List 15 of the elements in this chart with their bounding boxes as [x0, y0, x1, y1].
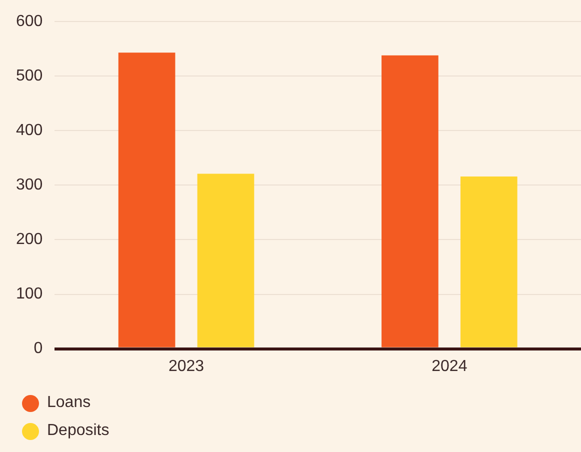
- y-tick-label: 600: [16, 13, 43, 30]
- y-tick-label: 400: [16, 122, 43, 140]
- x-tick-label: 2024: [432, 358, 468, 375]
- bar: [197, 174, 254, 348]
- bar: [460, 176, 518, 348]
- legend-label: Loans: [47, 394, 91, 412]
- bar: [118, 52, 176, 348]
- y-tick-label: 0: [34, 340, 43, 358]
- legend-label: Deposits: [47, 422, 110, 440]
- x-tick-label: 2023: [168, 358, 204, 375]
- y-tick-label: 200: [16, 231, 43, 248]
- bar: [382, 55, 438, 348]
- y-tick-label: 100: [16, 286, 43, 303]
- y-tick-label: 300: [16, 176, 43, 194]
- y-tick-label: 500: [16, 68, 43, 85]
